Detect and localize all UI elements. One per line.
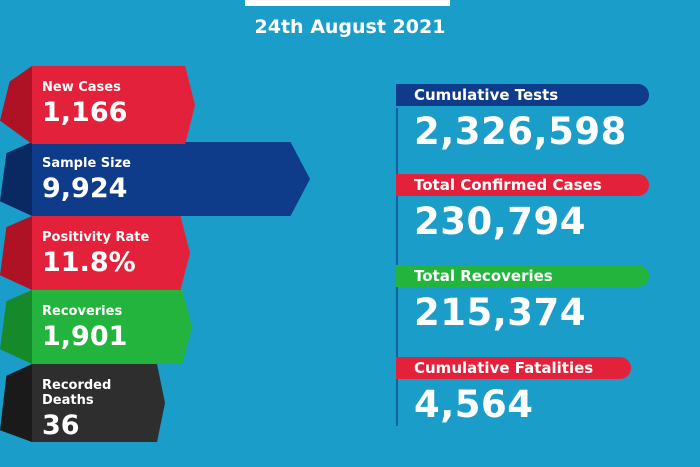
stat-value: 1,901: [42, 321, 128, 352]
stat-label: Recoveries: [42, 304, 123, 319]
stat-cumulative-fatalities: Cumulative Fatalities 4,564: [396, 357, 631, 426]
report-date: 24th August 2021: [254, 16, 446, 38]
ribbon-fold: [0, 66, 32, 144]
ribbon-band: Recoveries 1,901: [32, 290, 192, 364]
stat-pill-label: Total Confirmed Cases: [396, 174, 649, 196]
ribbon-new-cases: New Cases 1,166: [0, 66, 195, 144]
stat-total-recoveries: Total Recoveries 215,374: [396, 265, 649, 334]
stat-pill-label: Cumulative Fatalities: [396, 357, 631, 379]
stat-number: 215,374: [414, 291, 587, 334]
stat-number: 4,564: [414, 383, 534, 426]
ribbon-band: Positivity Rate 11.8%: [32, 216, 190, 290]
stat-cumulative-tests: Cumulative Tests 2,326,598: [396, 84, 649, 153]
ribbon-recorded-deaths: Recorded Deaths 36: [0, 364, 165, 442]
stat-total-confirmed-cases: Total Confirmed Cases 230,794: [396, 174, 649, 243]
stat-number: 2,326,598: [414, 110, 627, 153]
stat-pill-label: Total Recoveries: [396, 265, 649, 287]
ribbon-fold: [0, 142, 32, 216]
ribbon-fold: [0, 290, 32, 364]
stat-label: New Cases: [42, 80, 121, 95]
ribbon-fold: [0, 216, 32, 290]
stat-value: 11.8%: [42, 247, 136, 278]
ribbon-band: Sample Size 9,924: [32, 142, 310, 216]
header-rule: [245, 0, 450, 6]
stat-label: Positivity Rate: [42, 230, 150, 245]
ribbon-recoveries: Recoveries 1,901: [0, 290, 192, 364]
stat-label: Recorded Deaths: [42, 378, 112, 408]
stat-value: 36: [42, 410, 80, 441]
stat-value: 9,924: [42, 173, 128, 204]
stat-pill-label: Cumulative Tests: [396, 84, 649, 106]
ribbon-sample-size: Sample Size 9,924: [0, 142, 310, 216]
ribbon-fold: [0, 364, 32, 442]
stat-value: 1,166: [42, 97, 128, 128]
stat-number: 230,794: [414, 200, 587, 243]
ribbon-positivity-rate: Positivity Rate 11.8%: [0, 216, 190, 290]
ribbon-band: New Cases 1,166: [32, 66, 195, 144]
ribbon-band: Recorded Deaths 36: [32, 364, 165, 442]
stat-label: Sample Size: [42, 156, 131, 171]
